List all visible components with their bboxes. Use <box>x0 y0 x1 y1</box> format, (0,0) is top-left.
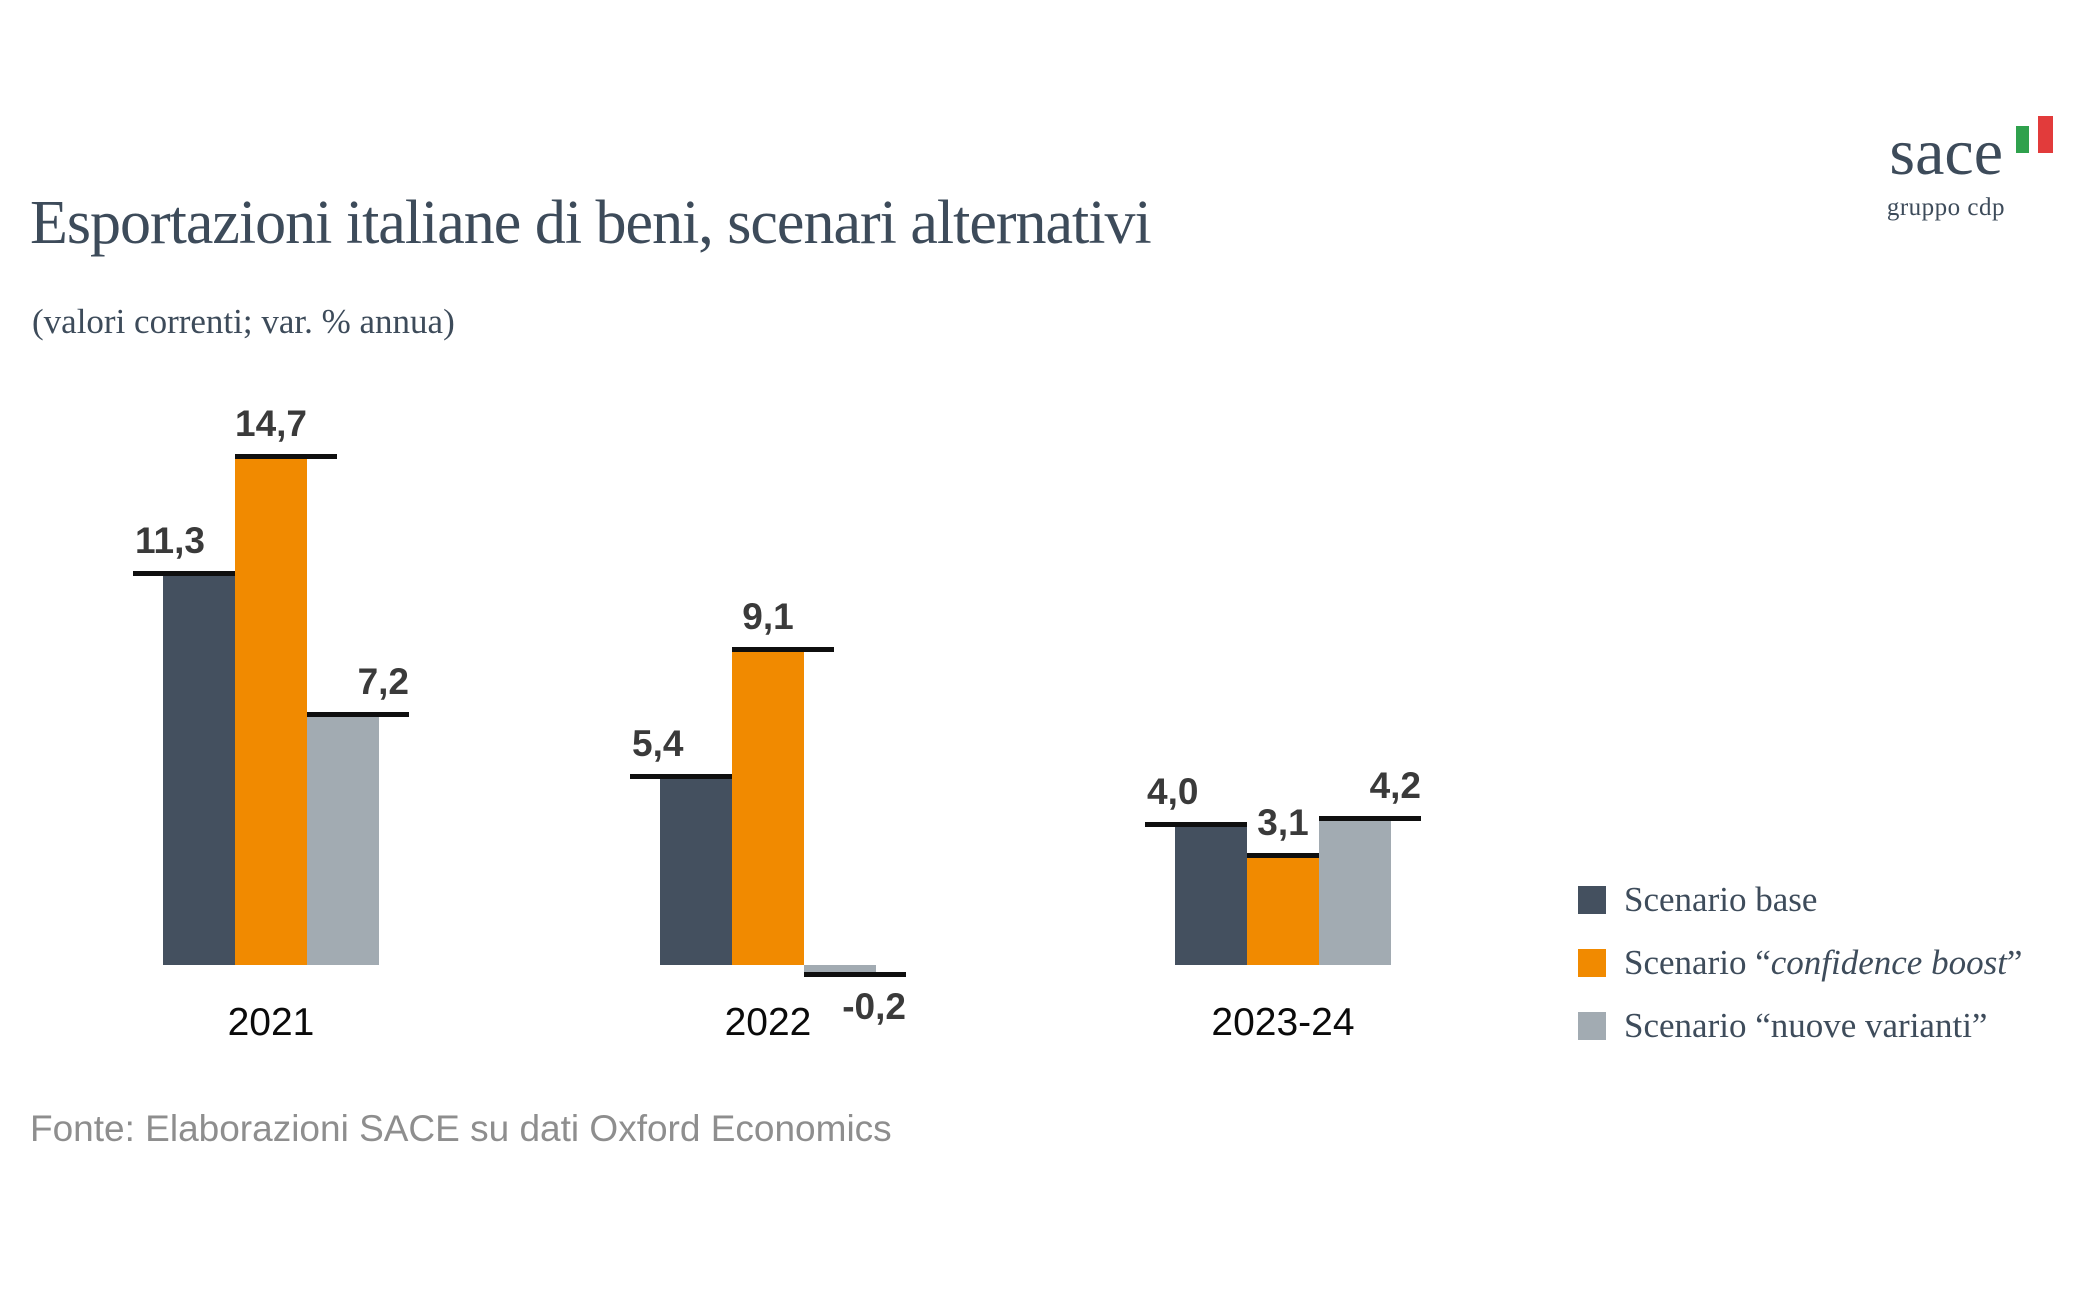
value-label-confidence-2022: 9,1 <box>742 596 794 637</box>
value-marker-base-2023-24 <box>1145 822 1247 827</box>
flag-red-bar-icon <box>2038 116 2053 153</box>
category-label-2022: 2022 <box>724 1001 812 1044</box>
value-marker-confidence-2023-24 <box>1247 853 1323 858</box>
legend-item-varianti: Scenario “nuove varianti” <box>1578 1006 2022 1046</box>
logo-subtext: gruppo cdp <box>1886 194 2005 221</box>
value-marker-confidence-2022 <box>732 647 834 652</box>
bar-confidence-2023-24 <box>1247 858 1319 965</box>
chart-legend: Scenario base Scenario “confidence boost”… <box>1578 880 2022 1069</box>
logo-wordmark: sace <box>1889 116 2003 189</box>
value-marker-varianti-2022 <box>804 972 906 977</box>
bar-base-2023-24 <box>1175 827 1247 965</box>
value-label-base-2022: 5,4 <box>632 723 684 764</box>
value-label-confidence-2021: 14,7 <box>235 403 308 444</box>
source-note: Fonte: Elaborazioni SACE su dati Oxford … <box>30 1108 892 1149</box>
bar-base-2022 <box>660 779 732 965</box>
bar-base-2021 <box>163 576 235 965</box>
value-label-varianti-2021: 7,2 <box>357 661 409 702</box>
flag-green-bar-icon <box>2016 126 2029 153</box>
page-title: Esportazioni italiane di beni, scenari a… <box>30 189 1152 257</box>
legend-swatch-confidence <box>1578 949 1606 977</box>
legend-label-varianti: Scenario “nuove varianti” <box>1624 1006 1988 1045</box>
sace-logo: sace gruppo cdp <box>1833 104 2053 222</box>
bar-confidence-2021 <box>235 459 307 965</box>
bar-varianti-2021 <box>307 717 379 965</box>
value-marker-varianti-2021 <box>307 712 409 717</box>
value-marker-base-2022 <box>630 774 732 779</box>
value-label-varianti-2023-24: 4,2 <box>1369 765 1421 806</box>
legend-label-confidence: Scenario “confidence boost” <box>1624 943 2023 982</box>
legend-item-confidence: Scenario “confidence boost” <box>1578 943 2022 983</box>
category-label-2021: 2021 <box>227 1001 315 1044</box>
bar-varianti-2022 <box>804 965 876 972</box>
value-label-base-2023-24: 4,0 <box>1147 771 1199 812</box>
value-label-varianti-2022: -0,2 <box>842 986 906 1027</box>
bar-confidence-2022 <box>732 652 804 965</box>
category-label-2023-24: 2023-24 <box>1211 1001 1355 1044</box>
legend-swatch-base <box>1578 886 1606 914</box>
value-marker-confidence-2021 <box>235 454 337 459</box>
value-marker-base-2021 <box>133 571 235 576</box>
legend-swatch-varianti <box>1578 1012 1606 1040</box>
bar-varianti-2023-24 <box>1319 821 1391 965</box>
legend-item-base: Scenario base <box>1578 880 2022 920</box>
value-label-confidence-2023-24: 3,1 <box>1257 802 1309 843</box>
italian-flag-icon <box>2016 116 2053 153</box>
value-label-base-2021: 11,3 <box>135 520 205 561</box>
value-marker-varianti-2023-24 <box>1319 816 1421 821</box>
legend-label-base: Scenario base <box>1624 880 1818 919</box>
page-subtitle: (valori correnti; var. % annua) <box>32 302 455 341</box>
